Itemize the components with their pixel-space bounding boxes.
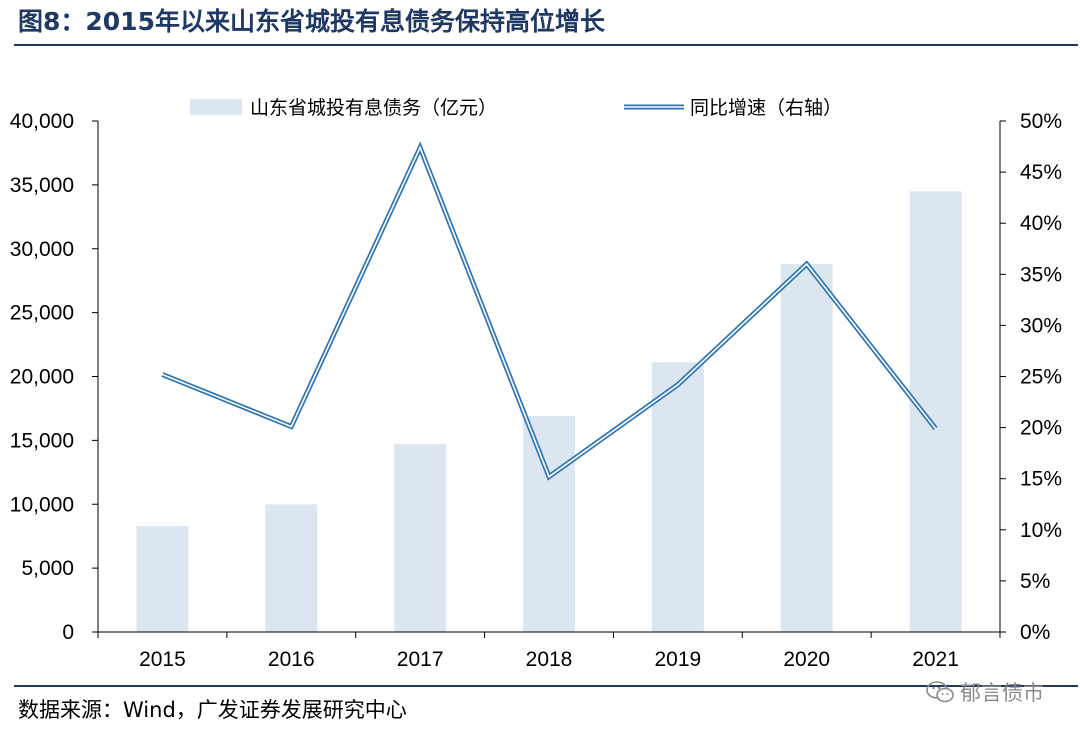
x-tick-label: 2015 [139, 648, 186, 671]
bar-2021 [909, 191, 962, 633]
bar-2018 [523, 416, 575, 632]
y-left-tick-label: 0 [62, 621, 74, 644]
y-left-tick-label: 25,000 [10, 302, 74, 325]
watermark: 郁言债市 [926, 677, 1044, 707]
y-right-tick-label: 40% [1020, 212, 1062, 235]
title-rule [14, 44, 1078, 46]
bar-series [136, 191, 962, 633]
y-left-tick-label: 15,000 [10, 429, 74, 452]
x-tick-label: 2021 [912, 648, 959, 671]
y-right-tick-label: 50% [1020, 110, 1062, 133]
bar-2019 [651, 362, 704, 632]
figure-title: 图8：2015年以来山东省城投有息债务保持高位增长 [18, 7, 605, 36]
y-left-tick-label: 35,000 [10, 174, 74, 197]
y-right-tick-label: 5% [1020, 570, 1050, 593]
y-left-tick-label: 40,000 [10, 110, 74, 133]
y-left-tick-label: 30,000 [10, 238, 74, 261]
y-right-tick-label: 35% [1020, 263, 1062, 286]
line-series [161, 141, 938, 481]
source-note: 数据来源：Wind，广发证券发展研究中心 [18, 698, 407, 722]
growth-line-inner [162, 145, 937, 478]
y-right-tick-label: 20% [1020, 417, 1062, 440]
y-left-tick-label: 10,000 [10, 493, 74, 516]
legend-bar-swatch [190, 99, 242, 115]
y-right-tick-label: 10% [1020, 519, 1062, 542]
x-tick-label: 2019 [654, 648, 701, 671]
y-left-tick-label: 20,000 [10, 366, 74, 389]
y-left-tick-label: 5,000 [21, 557, 74, 580]
x-tick-label: 2018 [526, 648, 573, 671]
bar-2015 [136, 526, 189, 632]
watermark-text: 郁言债市 [960, 681, 1044, 705]
legend-bar-label: 山东省城投有息债务（亿元） [250, 97, 497, 119]
axes: 0 5,000 10,000 15,000 20,000 25,000 30,000 35,0… [10, 110, 1062, 671]
x-tick-label: 2020 [783, 648, 830, 671]
wechat-icon [926, 681, 954, 703]
y-right-tick-label: 25% [1020, 366, 1062, 389]
bar-2020 [780, 264, 833, 632]
x-tick-label: 2016 [268, 648, 315, 671]
y-right-tick-label: 30% [1020, 314, 1062, 337]
bar-2017 [394, 444, 447, 632]
title-bar: 图8：2015年以来山东省城投有息债务保持高位增长 [0, 0, 1080, 46]
y-right-tick-label: 0% [1020, 621, 1050, 644]
y-right-tick-label: 15% [1020, 468, 1062, 491]
legend-line-label: 同比增速（右轴） [690, 97, 842, 119]
footer-rule [14, 685, 1078, 687]
x-tick-label: 2017 [397, 648, 444, 671]
y-right-tick-label: 45% [1020, 161, 1062, 184]
bar-2016 [265, 504, 318, 633]
legend: 山东省城投有息债务（亿元） 同比增速（右轴） [190, 97, 842, 119]
chart: 山东省城投有息债务（亿元） 同比增速（右轴） 0 5,000 10,000 15,00… [10, 97, 1062, 671]
